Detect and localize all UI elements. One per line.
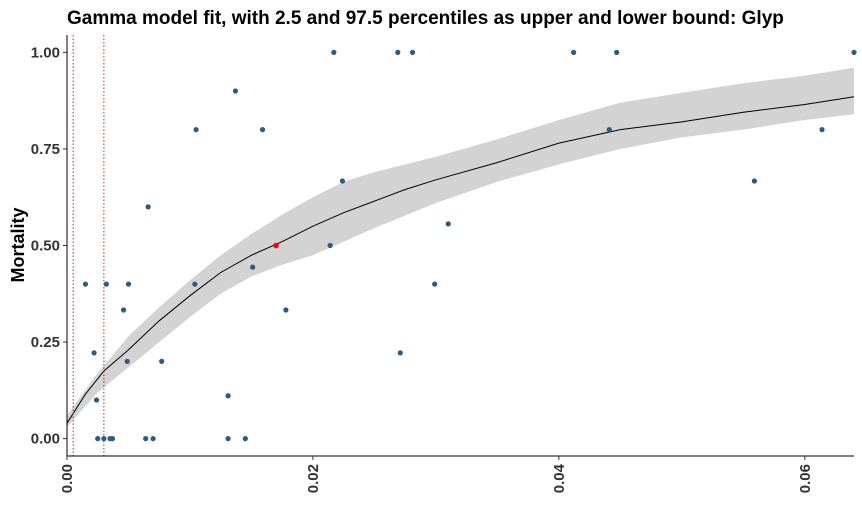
data-point-26 — [331, 49, 337, 55]
y-tick-label-0.75: 0.75 — [31, 141, 60, 158]
data-point-6 — [103, 281, 109, 287]
data-point-25 — [327, 242, 333, 249]
data-point-33 — [571, 49, 577, 55]
data-point-14 — [150, 436, 156, 442]
data-point-8 — [109, 436, 116, 442]
data-point-13 — [145, 204, 151, 210]
data-point-18 — [225, 393, 231, 399]
data-point-3 — [93, 397, 100, 403]
y-tick-label-0.50: 0.50 — [31, 238, 60, 255]
data-point-32 — [445, 221, 451, 227]
data-point-16 — [192, 281, 198, 287]
data-point-4 — [95, 436, 101, 442]
data-point-35 — [614, 49, 620, 55]
data-point-38 — [851, 49, 857, 55]
y-axis-label: Mortality — [8, 207, 28, 282]
data-point-2 — [91, 350, 97, 356]
data-point-28 — [395, 49, 401, 55]
data-point-20 — [232, 88, 239, 94]
data-point-23 — [259, 127, 266, 133]
data-point-36 — [751, 178, 757, 184]
data-point-30 — [409, 49, 416, 55]
x-tick-label-0.00: 0.00 — [59, 464, 76, 493]
x-tick-label-0.02: 0.02 — [305, 464, 322, 493]
data-point-24 — [283, 307, 289, 313]
highlight-point — [273, 242, 279, 249]
data-point-17 — [193, 127, 199, 133]
data-point-19 — [225, 436, 231, 442]
data-point-37 — [819, 127, 825, 133]
data-point-10 — [124, 358, 130, 364]
y-tick-label-1.00: 1.00 — [31, 44, 60, 61]
data-point-31 — [432, 281, 438, 287]
plot-area: 0.00 0.25 0.50 0.75 1.00 0.00 0.02 0.04 0.06 — [31, 35, 857, 493]
data-point-21 — [242, 436, 248, 442]
confidence-band — [67, 67, 854, 428]
data-point-5 — [101, 436, 107, 442]
data-point-15 — [159, 358, 165, 364]
y-tick-label-0.25: 0.25 — [31, 334, 60, 351]
data-point-34 — [606, 127, 612, 133]
data-point-1 — [82, 281, 89, 287]
data-point-12 — [143, 436, 149, 442]
data-point-9 — [120, 307, 127, 313]
fit-curve — [66, 96, 855, 424]
data-point-29 — [397, 350, 403, 356]
data-point-22 — [250, 264, 256, 270]
y-tick-label-0.00: 0.00 — [31, 431, 60, 448]
chart-title: Gamma model fit, with 2.5 and 97.5 perce… — [67, 8, 784, 29]
data-point-11 — [125, 281, 132, 287]
data-point-27 — [339, 178, 346, 184]
x-tick-label-0.04: 0.04 — [551, 463, 568, 493]
x-tick-label-0.06: 0.06 — [797, 464, 814, 493]
